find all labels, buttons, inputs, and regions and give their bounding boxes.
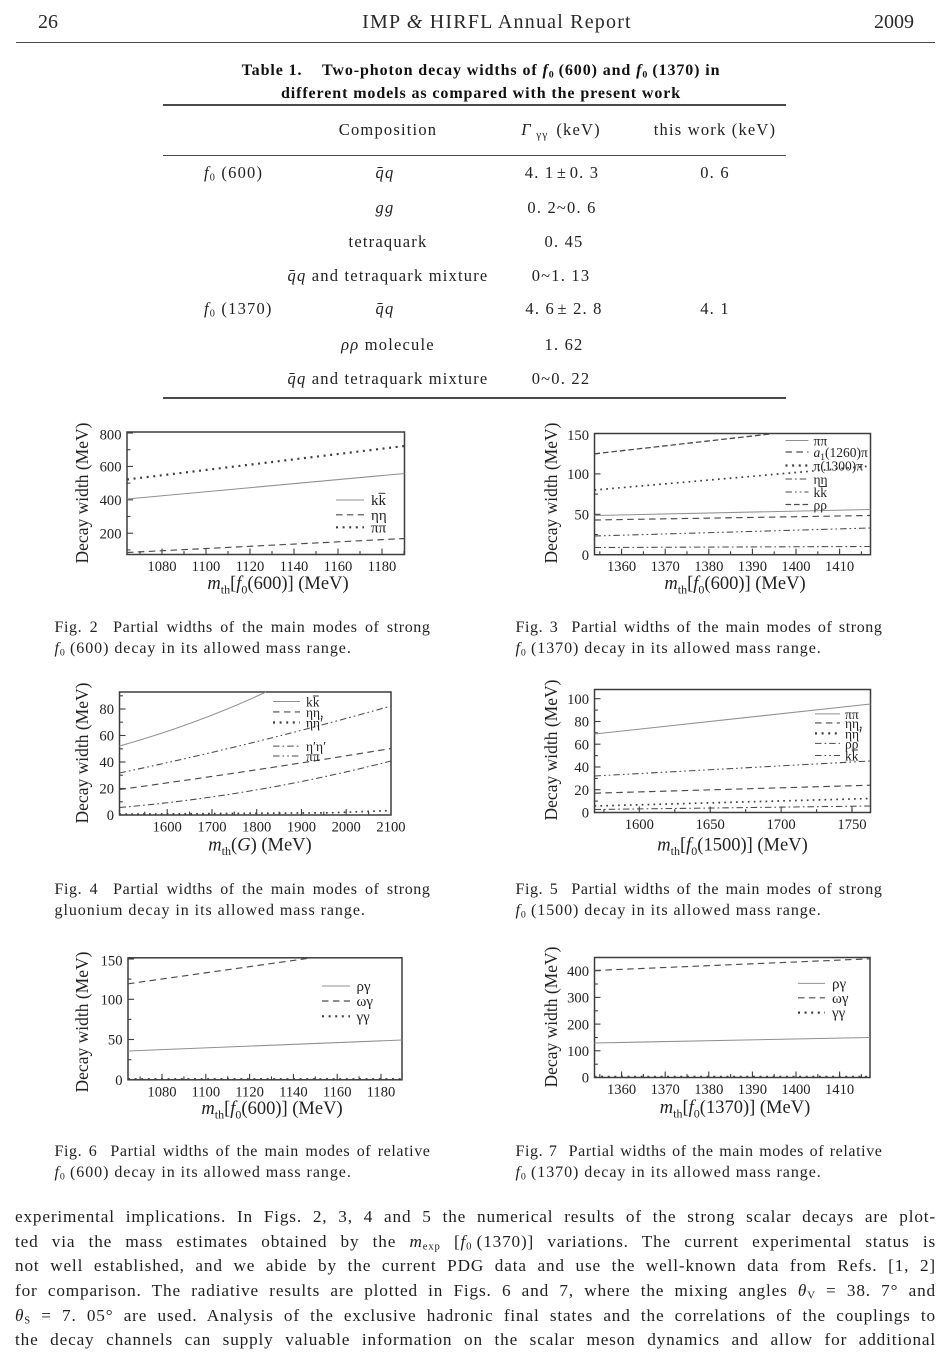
- svg-text:Decay width (MeV): Decay width (MeV): [541, 946, 561, 1087]
- svg-text:0: 0: [115, 1073, 122, 1089]
- svg-text:Decay width (MeV): Decay width (MeV): [72, 951, 92, 1092]
- svg-text:1750: 1750: [837, 817, 866, 833]
- svg-text:1140: 1140: [279, 1084, 308, 1100]
- svg-text:γγ: γγ: [356, 1009, 371, 1025]
- svg-text:a1(1260)π: a1(1260)π: [814, 445, 868, 463]
- svg-text:60: 60: [574, 737, 589, 753]
- svg-text:Decay width (MeV): Decay width (MeV): [541, 422, 561, 563]
- svg-text:1370: 1370: [651, 559, 680, 575]
- svg-text:40: 40: [574, 760, 589, 776]
- svg-text:kk: kk: [306, 695, 320, 710]
- svg-text:ηη′: ηη′: [306, 716, 323, 731]
- svg-text:150: 150: [567, 428, 589, 444]
- svg-text:1410: 1410: [825, 1082, 854, 1098]
- svg-text:kk: kk: [814, 485, 828, 500]
- svg-text:1700: 1700: [767, 817, 796, 833]
- svg-text:ππ: ππ: [306, 749, 320, 764]
- svg-text:mth[f0(1370)] (MeV): mth[f0(1370)] (MeV): [660, 1098, 810, 1121]
- svg-text:2000: 2000: [332, 820, 361, 836]
- svg-text:200: 200: [567, 1017, 589, 1033]
- svg-text:150: 150: [101, 954, 123, 970]
- svg-text:mth[f0(600)] (MeV): mth[f0(600)] (MeV): [207, 574, 348, 597]
- svg-text:1800: 1800: [242, 820, 271, 836]
- svg-text:ππ: ππ: [814, 434, 828, 449]
- svg-text:1120: 1120: [236, 559, 265, 575]
- svg-text:80: 80: [99, 702, 114, 718]
- svg-text:1140: 1140: [280, 559, 309, 575]
- svg-text:1410: 1410: [825, 559, 854, 575]
- svg-text:1900: 1900: [287, 820, 316, 836]
- svg-text:ωγ: ωγ: [357, 994, 374, 1010]
- svg-text:80: 80: [574, 715, 589, 731]
- svg-text:1600: 1600: [153, 820, 182, 836]
- svg-text:1370: 1370: [651, 1082, 680, 1098]
- svg-text:ηη: ηη: [371, 508, 387, 524]
- svg-text:400: 400: [100, 493, 122, 509]
- svg-text:600: 600: [100, 460, 122, 476]
- svg-text:1360: 1360: [607, 1082, 636, 1098]
- svg-text:200: 200: [100, 526, 122, 542]
- svg-text:400: 400: [567, 964, 589, 980]
- svg-text:20: 20: [574, 783, 589, 799]
- svg-text:Decay width (MeV): Decay width (MeV): [72, 422, 92, 563]
- svg-text:ργ: ργ: [832, 976, 846, 992]
- svg-text:1400: 1400: [781, 1082, 810, 1098]
- svg-text:kk: kk: [845, 749, 859, 764]
- svg-text:ωγ: ωγ: [832, 991, 849, 1007]
- svg-text:20: 20: [99, 782, 114, 798]
- svg-text:ηη: ηη: [814, 472, 828, 487]
- svg-text:mth[f0(600)] (MeV): mth[f0(600)] (MeV): [201, 1099, 342, 1122]
- svg-text:1100: 1100: [191, 1084, 220, 1100]
- svg-text:100: 100: [567, 467, 589, 483]
- svg-text:1380: 1380: [694, 559, 723, 575]
- svg-text:50: 50: [574, 508, 589, 524]
- svg-text:1120: 1120: [235, 1084, 264, 1100]
- svg-text:η′η′: η′η′: [306, 739, 326, 754]
- svg-text:40: 40: [99, 755, 114, 771]
- svg-text:ππ: ππ: [371, 520, 387, 536]
- svg-text:ρρ: ρρ: [814, 498, 828, 513]
- svg-text:0: 0: [582, 1071, 589, 1087]
- svg-text:π(1300)π: π(1300)π: [814, 459, 864, 474]
- svg-text:1360: 1360: [607, 559, 636, 575]
- svg-text:1160: 1160: [323, 1084, 352, 1100]
- svg-text:1180: 1180: [368, 559, 397, 575]
- svg-text:ηη,: ηη,: [845, 716, 863, 731]
- svg-text:ηη,: ηη,: [306, 705, 324, 720]
- svg-text:Decay width (MeV): Decay width (MeV): [72, 682, 92, 823]
- svg-text:1600: 1600: [625, 817, 654, 833]
- svg-text:0: 0: [582, 806, 589, 822]
- svg-text:1180: 1180: [367, 1084, 396, 1100]
- svg-text:1080: 1080: [147, 559, 176, 575]
- svg-text:1390: 1390: [738, 559, 767, 575]
- svg-text:ηη′: ηη′: [845, 726, 862, 741]
- svg-text:1650: 1650: [696, 817, 725, 833]
- svg-text:1390: 1390: [738, 1082, 767, 1098]
- svg-text:ρρ: ρρ: [845, 736, 859, 751]
- svg-text:1400: 1400: [781, 559, 810, 575]
- svg-text:800: 800: [100, 428, 122, 444]
- svg-text:100: 100: [101, 993, 123, 1009]
- svg-text:0: 0: [582, 548, 589, 564]
- svg-text:ππ: ππ: [845, 707, 859, 722]
- svg-text:2100: 2100: [376, 820, 405, 836]
- svg-text:mth[f0(1500)] (MeV): mth[f0(1500)] (MeV): [657, 836, 807, 859]
- svg-text:Decay width (MeV): Decay width (MeV): [541, 679, 561, 820]
- svg-text:mth[f0(600)] (MeV): mth[f0(600)] (MeV): [664, 574, 805, 597]
- svg-text:0: 0: [107, 808, 114, 824]
- svg-text:1160: 1160: [324, 559, 353, 575]
- svg-text:kk: kk: [371, 493, 387, 509]
- svg-text:1100: 1100: [192, 559, 221, 575]
- svg-text:100: 100: [567, 1044, 589, 1060]
- svg-text:mth(G) (MeV): mth(G) (MeV): [208, 836, 311, 859]
- svg-text:300: 300: [567, 991, 589, 1007]
- svg-text:50: 50: [108, 1033, 123, 1049]
- svg-text:γγ: γγ: [831, 1006, 846, 1022]
- svg-text:1700: 1700: [197, 820, 226, 836]
- svg-text:100: 100: [567, 692, 589, 708]
- svg-text:ργ: ργ: [357, 979, 371, 995]
- svg-text:1080: 1080: [147, 1084, 176, 1100]
- svg-text:60: 60: [99, 729, 114, 745]
- svg-text:1380: 1380: [694, 1082, 723, 1098]
